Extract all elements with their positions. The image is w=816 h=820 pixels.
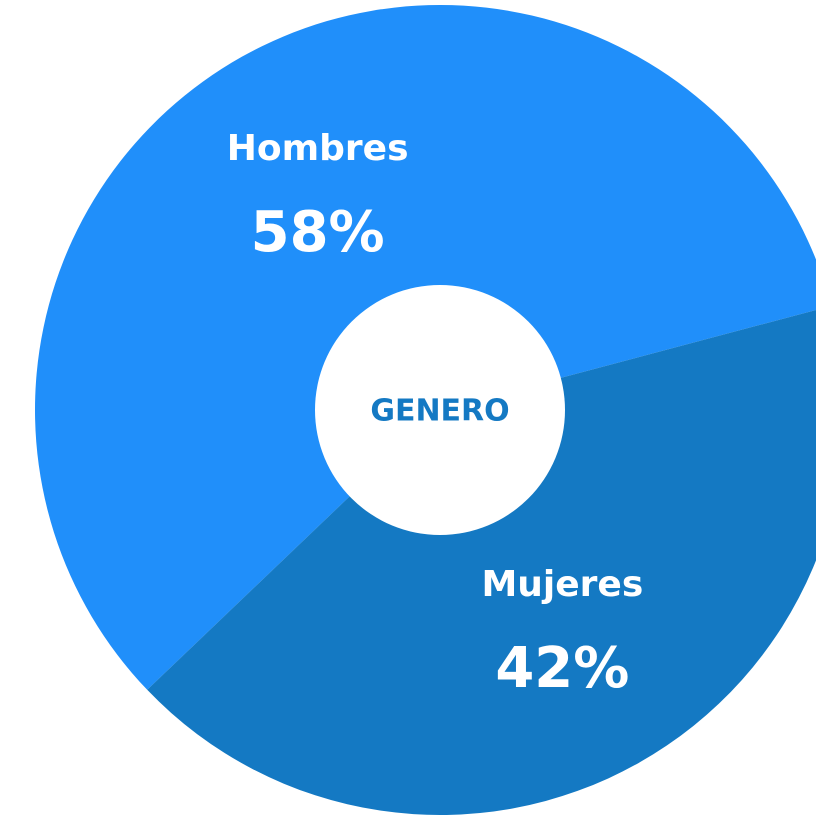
pie-slice: [147, 309, 816, 815]
slice-value: 42%: [495, 636, 629, 701]
slice-name: Hombres: [227, 128, 409, 169]
slice-value: 58%: [251, 200, 385, 265]
labels: Hombres 58% Mujeres 42%: [227, 128, 643, 701]
slice-name: Mujeres: [481, 564, 643, 605]
chart-title: GENERO: [370, 394, 509, 429]
donut-hole: [315, 285, 565, 535]
